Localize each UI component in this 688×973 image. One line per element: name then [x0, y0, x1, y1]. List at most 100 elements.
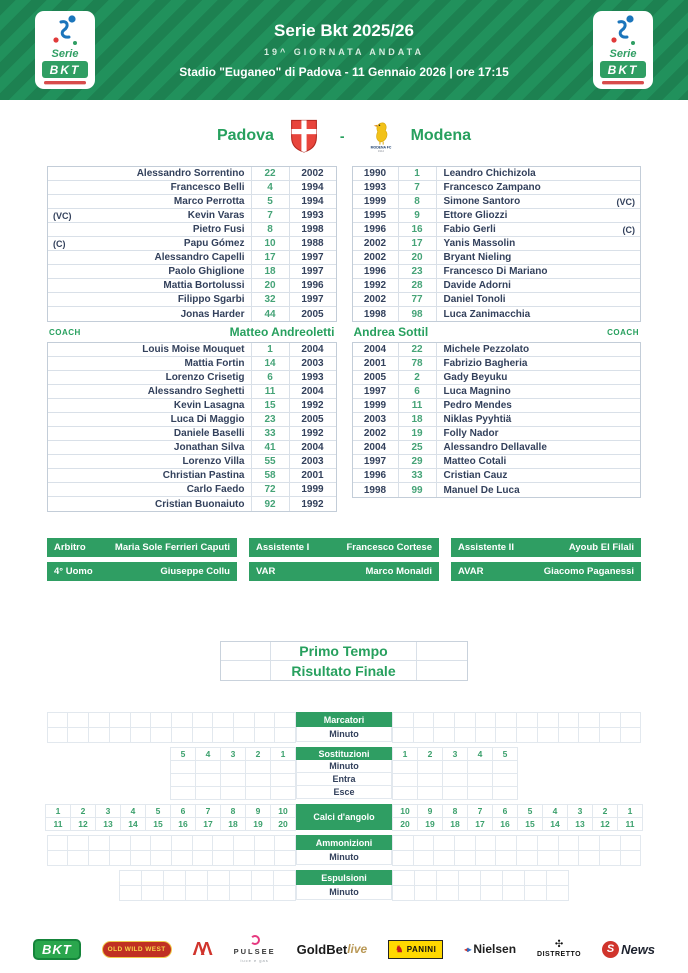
- grid-cell: [254, 713, 276, 728]
- corner-number: 8: [221, 805, 246, 818]
- player-number: 8: [252, 223, 290, 236]
- official-name: Giacomo Paganessi: [543, 566, 634, 577]
- substitution-slot-number: 1: [271, 748, 296, 761]
- grid-cell: [213, 851, 234, 866]
- player-number: 22: [399, 343, 437, 356]
- grid-cell: [192, 728, 214, 743]
- player-birth-year: 1992: [353, 279, 399, 292]
- grid-cell: [459, 886, 481, 901]
- player-name: Filippo Sgarbi: [177, 294, 245, 305]
- grid-cell: [89, 728, 110, 743]
- score-cell-away: [417, 642, 467, 660]
- grid-cell: [547, 886, 569, 901]
- player-name: Luca Zanimacchia: [443, 308, 531, 320]
- coach-label: COACH: [607, 327, 639, 337]
- home-coach-name: Matteo Andreoletti: [229, 325, 335, 339]
- grid-cell: [437, 886, 459, 901]
- player-name: Lorenzo Villa: [182, 456, 245, 467]
- table-row: 2004 25 Alessandro Dellavalle: [352, 441, 640, 455]
- grid-cell: [275, 713, 296, 728]
- corner-number: 7: [196, 805, 221, 818]
- player-name: Carlo Faedo: [186, 484, 245, 495]
- grid-cell: [254, 728, 276, 743]
- table-row: 1997 6 Luca Magnino: [352, 385, 640, 399]
- player-number: 28: [399, 279, 437, 292]
- score-cell-home: [221, 661, 271, 680]
- player-name: Papu Gómez: [183, 238, 245, 249]
- espulsioni-home-grid: [119, 870, 296, 901]
- player-number: 32: [252, 293, 290, 306]
- player-birth-year: 1998: [301, 224, 324, 235]
- grid-cell: [413, 713, 435, 728]
- grid-cell: [68, 851, 90, 866]
- grid-cell: [47, 851, 69, 866]
- grid-cell: [517, 836, 538, 851]
- away-coach-name: Andrea Sottil: [353, 325, 429, 339]
- player-birth-year: 1997: [301, 294, 324, 305]
- official-bar: AVAR Giacomo Paganessi: [451, 562, 641, 581]
- player-name: Yanis Massolin: [443, 238, 516, 249]
- player-birth-year: 1998: [353, 307, 399, 321]
- captain-tag: (C): [53, 238, 66, 249]
- grid-cell: [120, 886, 142, 901]
- grid-cell: [434, 836, 456, 851]
- corner-number: 10: [393, 805, 418, 818]
- grid-cell: [517, 851, 538, 866]
- table-row: 1999 8 Simone Santoro (VC): [352, 195, 640, 209]
- grid-cell: [213, 728, 234, 743]
- player-number: 14: [252, 357, 290, 370]
- corner-number: 2: [593, 805, 618, 818]
- player-number: 77: [399, 293, 437, 306]
- player-birth-year: 1996: [301, 280, 324, 291]
- grid-cell: [455, 836, 476, 851]
- corner-number: 8: [443, 805, 468, 818]
- player-number: 22: [252, 167, 290, 180]
- grid-cell: [142, 871, 164, 886]
- player-birth-year: 1997: [301, 252, 324, 263]
- grid-cell: [558, 836, 580, 851]
- svg-text:MODENA FC: MODENA FC: [370, 145, 391, 149]
- padova-crest: [290, 119, 317, 153]
- ammonizioni-block: Ammonizioni Minuto: [0, 835, 688, 866]
- official-name: Giuseppe Collu: [160, 566, 230, 577]
- grid-cell: [230, 886, 252, 901]
- distretto-logo: ✣ DISTRETTO: [537, 939, 582, 959]
- grid-cell: [192, 851, 214, 866]
- corner-number: 17: [196, 818, 221, 831]
- corner-number: 14: [543, 818, 568, 831]
- marcatori-header: Marcatori: [296, 712, 392, 727]
- player-birth-year: 2004: [301, 442, 324, 453]
- grid-cell: [186, 871, 208, 886]
- grid-cell: [233, 836, 255, 851]
- grid-cell: [579, 851, 600, 866]
- panini-logo: ♞ PANINI: [388, 939, 444, 959]
- goldbet-logo: GoldBet live: [296, 941, 368, 957]
- corner-number: 4: [121, 805, 146, 818]
- corner-number: 6: [493, 805, 518, 818]
- grid-cell: [230, 871, 252, 886]
- table-row: Jonathan Silva 41 2004: [48, 441, 336, 455]
- player-birth-year: 2005: [301, 308, 324, 320]
- grid-cell: [233, 728, 255, 743]
- player-birth-year: 1999: [353, 399, 399, 412]
- player-birth-year: 1997: [353, 385, 399, 398]
- player-number: 41: [252, 441, 290, 454]
- grid-cell: [109, 851, 131, 866]
- grid-cell: [109, 728, 131, 743]
- official-bar: Arbitro Maria Sole Ferrieri Caputi: [47, 538, 237, 557]
- matchday-subtitle: 19^ GIORNATA ANDATA: [264, 47, 424, 57]
- player-number: 20: [399, 251, 437, 264]
- grid-cell: [171, 787, 196, 800]
- player-birth-year: 2002: [353, 251, 399, 264]
- player-number: 1: [252, 343, 290, 356]
- corner-number: 3: [568, 805, 593, 818]
- espulsioni-away-grid: [392, 870, 569, 901]
- score-cell-home: [221, 642, 271, 660]
- sostituzioni-row-label: Minuto: [296, 760, 392, 773]
- grid-cell: [246, 787, 271, 800]
- player-name: Louis Moise Mouquet: [142, 344, 245, 355]
- official-name: Marco Monaldi: [365, 566, 432, 577]
- grid-cell: [493, 761, 518, 774]
- home-column: Alessandro Sorrentino 22 2002 Francesco …: [47, 166, 337, 512]
- player-number: 4: [252, 181, 290, 194]
